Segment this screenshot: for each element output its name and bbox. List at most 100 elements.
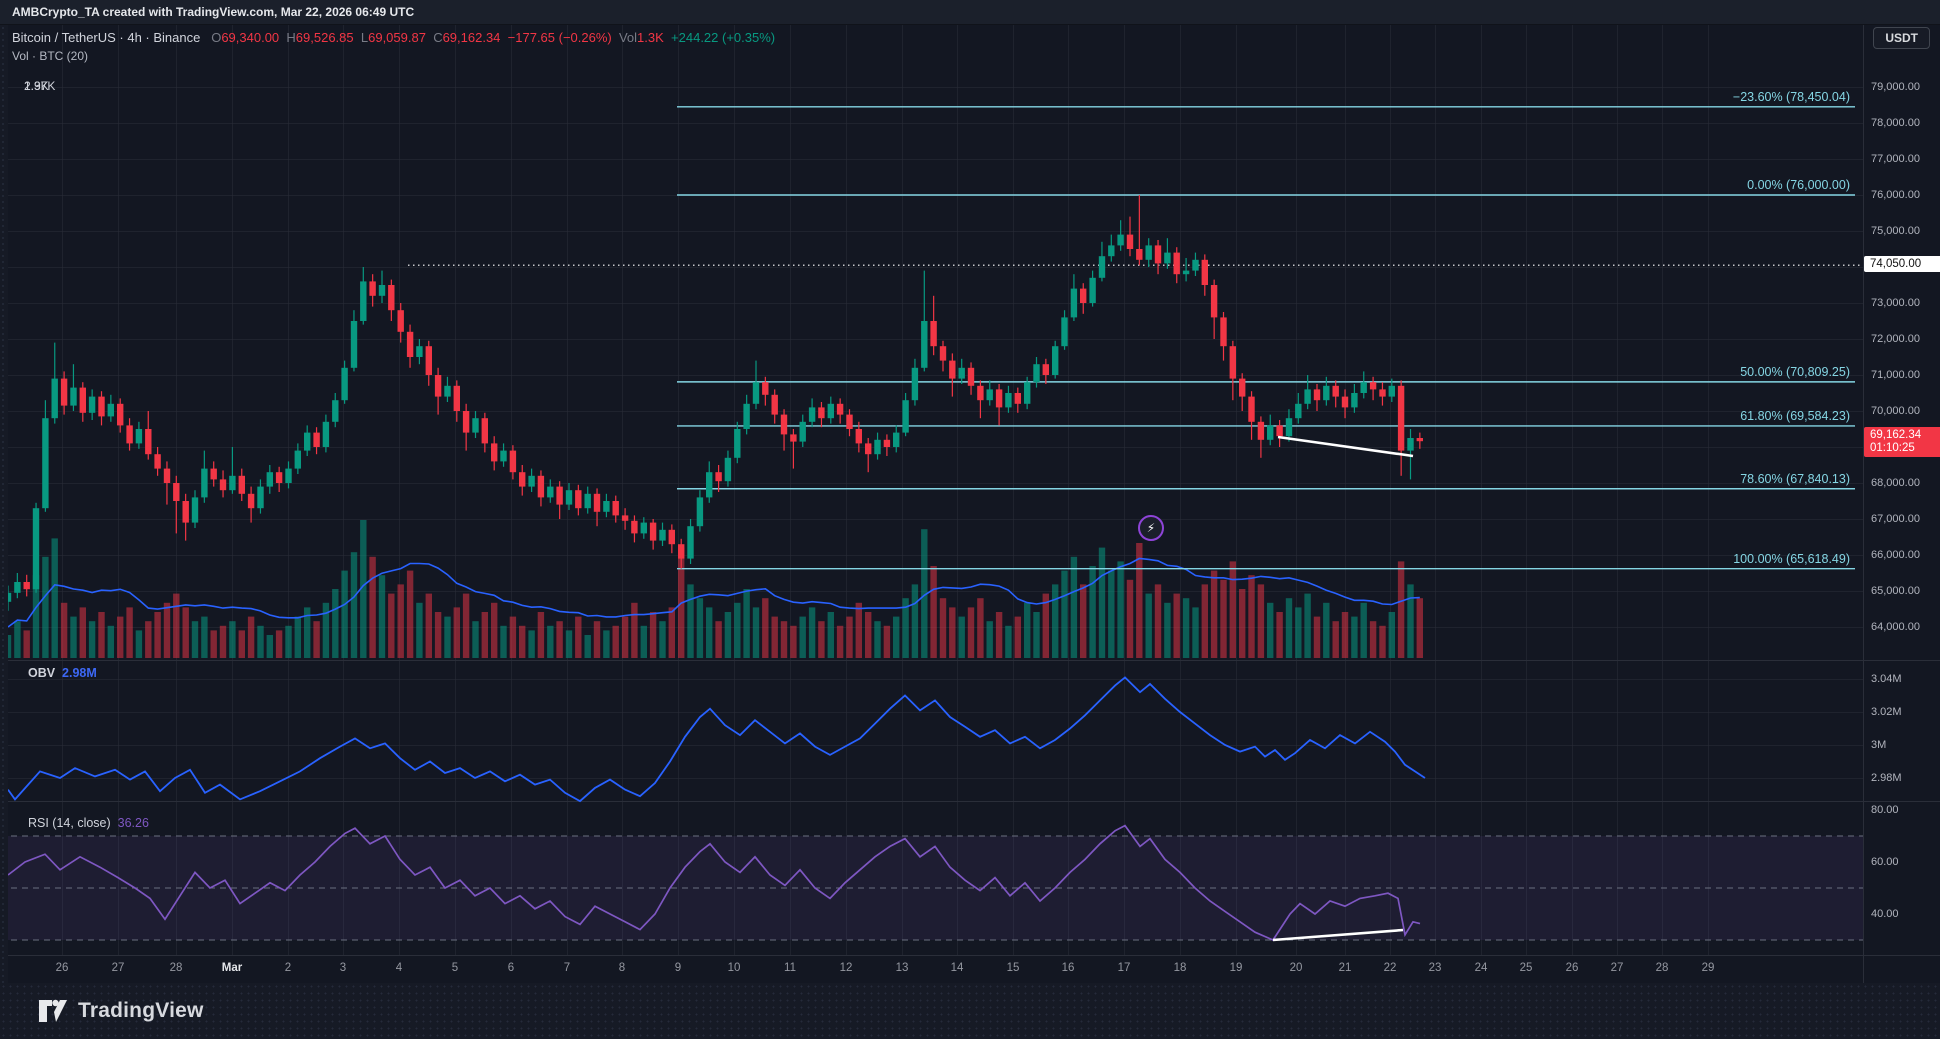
volume-bar <box>1173 593 1180 658</box>
candle <box>1005 393 1012 408</box>
volume-bar <box>556 621 563 658</box>
volume-bar <box>1164 602 1171 658</box>
candle <box>462 411 470 433</box>
candle <box>135 429 143 444</box>
flash-boost-icon[interactable]: ⚡ <box>1138 515 1164 541</box>
volume-bar <box>1033 612 1040 658</box>
candle <box>444 385 451 397</box>
volume-ma-label: Vol · BTC (20) <box>12 49 89 63</box>
symbol-title[interactable]: Bitcoin / TetherUS · 4h · Binance <box>12 30 201 45</box>
volume-bar <box>210 630 217 658</box>
volume-bar <box>1220 579 1227 658</box>
tradingview-logo-icon[interactable] <box>38 998 68 1024</box>
volume-bar <box>1061 570 1068 658</box>
candle <box>827 403 834 419</box>
candle <box>1332 385 1339 397</box>
candle <box>434 375 442 397</box>
volume-bar <box>23 630 30 658</box>
volume-bar <box>154 612 161 658</box>
close-label: C <box>433 30 443 45</box>
candle <box>294 450 301 469</box>
volume-bar <box>799 616 806 658</box>
candle <box>1108 245 1115 257</box>
volume-bar <box>388 593 395 658</box>
volume-bar <box>1042 593 1049 658</box>
volume-bar <box>481 612 488 658</box>
volume-bar <box>1267 602 1274 658</box>
candle <box>612 501 619 516</box>
volume-bar <box>902 598 909 658</box>
obv-legend[interactable]: OBV 2.98M <box>28 666 97 680</box>
volume-bar <box>1070 556 1078 658</box>
volume-bar <box>107 625 114 658</box>
candle <box>1220 317 1227 347</box>
candle <box>1117 234 1124 246</box>
candle <box>687 526 694 559</box>
candle <box>1126 234 1134 249</box>
rsi-label: RSI (14, close) <box>28 816 111 830</box>
volume-bar <box>865 612 872 658</box>
symbol-legend[interactable]: Bitcoin / TetherUS · 4h · Binance O69,34… <box>12 30 775 45</box>
candle <box>1145 245 1152 260</box>
candle <box>696 497 704 527</box>
volume-bar <box>715 621 722 658</box>
rsi-legend[interactable]: RSI (14, close) 36.26 <box>28 816 149 830</box>
candle <box>1173 252 1180 275</box>
last-price-tag: 69,162.34 01:10:25 <box>1864 427 1940 458</box>
candle <box>378 285 386 296</box>
volume-bar <box>930 566 937 658</box>
candle <box>556 486 563 505</box>
candle <box>874 439 881 455</box>
volume-bar <box>434 612 442 658</box>
candle <box>1014 393 1021 404</box>
volume-bar <box>762 598 769 658</box>
tradingview-logo-text[interactable]: TradingView <box>78 999 204 1022</box>
candle <box>799 421 806 442</box>
rsi-line <box>7 824 1421 942</box>
volume-bar <box>1369 621 1377 658</box>
volume-bar <box>472 621 479 658</box>
volume-indicator-legend[interactable]: Vol · BTC (20) 1.3K 2.97K <box>12 49 98 93</box>
volume-bar <box>425 593 432 658</box>
volume-bar <box>668 607 675 658</box>
volume-bar <box>238 630 245 658</box>
candle <box>182 501 189 523</box>
volume-bar <box>341 570 348 658</box>
volume-bar <box>603 630 610 658</box>
volume-bar <box>191 621 199 658</box>
candle <box>1042 364 1049 375</box>
volume-bar <box>893 616 900 658</box>
volume-bar <box>1098 547 1106 658</box>
candle <box>117 403 124 426</box>
close-value: 69,162.34 <box>442 30 501 45</box>
volume-bar <box>285 625 292 658</box>
volume-bar <box>332 589 339 658</box>
volume-bar <box>593 621 601 658</box>
candle <box>836 403 844 415</box>
candle <box>921 321 928 368</box>
volume-bar <box>163 602 171 658</box>
volume-bar <box>1285 598 1293 658</box>
candle <box>341 367 348 401</box>
candle <box>1239 378 1246 397</box>
candle <box>678 544 685 559</box>
rsi-value: 36.26 <box>117 816 149 830</box>
candle <box>1070 288 1078 318</box>
volume-bar <box>1014 616 1021 658</box>
volume-bar <box>911 584 919 658</box>
volume-bar <box>958 616 965 658</box>
candle <box>360 281 367 321</box>
candle <box>519 472 526 487</box>
currency-toggle-button[interactable]: USDT <box>1873 27 1930 49</box>
volume-bar <box>771 616 778 658</box>
price-level-tag[interactable]: 74,050.00 <box>1864 256 1940 273</box>
candle <box>547 486 554 498</box>
volume-bar <box>659 621 666 658</box>
volume-bar <box>266 635 273 658</box>
volume-bar <box>42 556 49 658</box>
volume-bar <box>60 602 68 658</box>
volume-bar <box>724 612 732 658</box>
candle <box>145 429 152 455</box>
